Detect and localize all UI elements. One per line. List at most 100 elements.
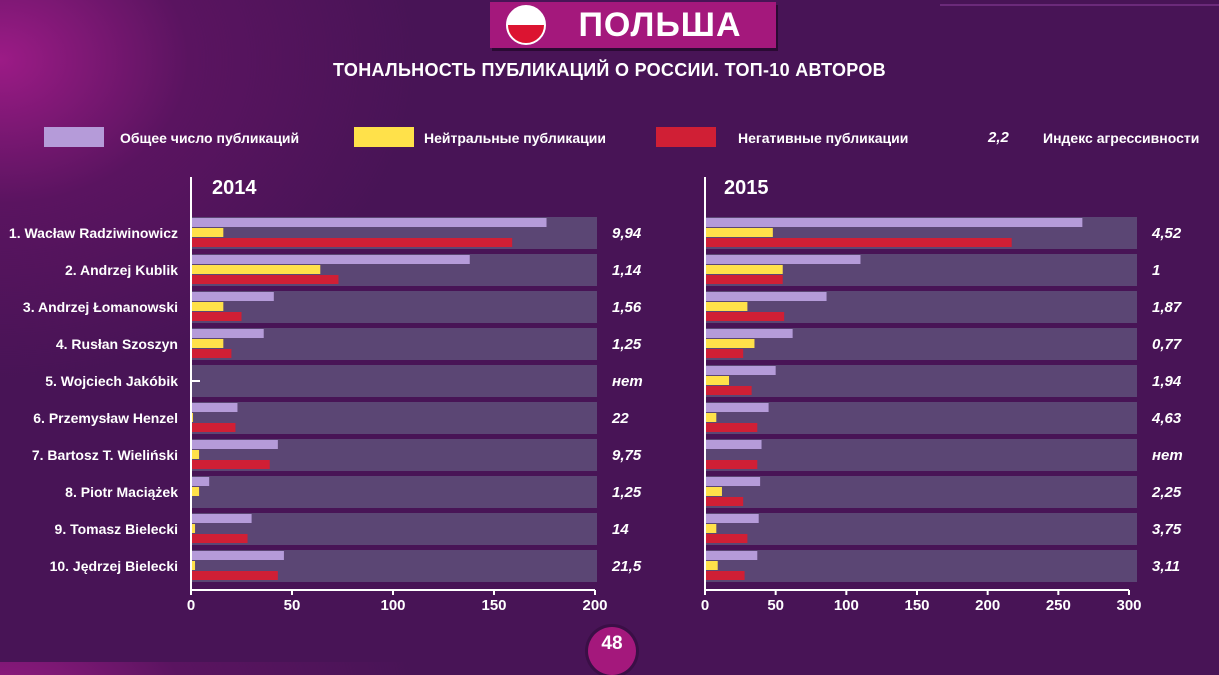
chart-2015-bar-total [705, 218, 1083, 227]
chart-2014-x-tick-label: 50 [284, 597, 301, 614]
chart-2015-bar-negative [705, 534, 748, 543]
chart-2015-row-track [705, 402, 1137, 434]
legend-label-negative: Негативные публикации [738, 130, 909, 146]
chart-2014-row-track [191, 365, 597, 397]
chart-2015-bar-total [705, 440, 762, 449]
chart-2014-title: 2014 [212, 177, 257, 199]
chart-2014-index-label: 9,75 [612, 447, 642, 464]
page-number: 48 [601, 633, 623, 654]
chart-2014-bar-total [191, 440, 278, 449]
chart-2014-bar-total [191, 551, 284, 560]
chart-2015-bar-neutral [705, 561, 718, 570]
chart-2015-index-label: 2,25 [1151, 484, 1182, 501]
chart-2014-bar-neutral [191, 228, 224, 237]
chart-2014-index-label: 21,5 [611, 558, 642, 575]
chart-2014-bar-total [191, 218, 547, 227]
chart-2015-bar-total [705, 514, 759, 523]
chart-2014-row-track [191, 402, 597, 434]
chart-2014-index-label: 1,56 [612, 299, 642, 316]
chart-2014-bar-negative [191, 349, 232, 358]
chart-2014-category-label: 7. Bartosz T. Wieliński [32, 447, 178, 463]
chart-2015-bar-negative [705, 497, 744, 506]
chart-2014-category-label: 10. Jędrzej Bielecki [50, 558, 178, 574]
chart-2015-bar-neutral [705, 339, 755, 348]
chart-2014-bar-neutral [191, 413, 194, 422]
chart-2015-bar-total [705, 551, 758, 560]
chart-2014-bar-neutral [191, 265, 321, 274]
chart-2015-index-label: нет [1152, 447, 1183, 464]
chart-2014-bar-negative [191, 571, 278, 580]
page-title: ПОЛЬША [578, 6, 742, 44]
chart-2014-index-label: 14 [612, 521, 629, 538]
chart-2014-index-label: 1,25 [612, 336, 642, 353]
chart-2014-category-label: 5. Wojciech Jakóbik [45, 373, 178, 389]
chart-2015-x-tick-label: 200 [975, 597, 1000, 614]
chart-2015-bar-total [705, 477, 761, 486]
chart-2015-x-tick-label: 250 [1046, 597, 1071, 614]
chart-2014-bar-negative [191, 423, 236, 432]
chart-2015-bar-total [705, 366, 776, 375]
chart-2015-bar-negative [705, 349, 744, 358]
chart-2015-bar-neutral [705, 413, 717, 422]
chart-2015-bar-neutral [705, 376, 730, 385]
chart-2015-bar-total [705, 255, 861, 264]
chart-2014-category-label: 4. Rusłan Szoszyn [56, 336, 178, 352]
chart-2015-index-label: 1,94 [1152, 373, 1182, 390]
chart-2014-x-tick-label: 200 [582, 597, 607, 614]
legend-index-sample: 2,2 [988, 129, 1009, 146]
chart-2015-bar-negative [705, 423, 758, 432]
chart-2015-index-label: 4,52 [1151, 225, 1182, 242]
chart-2014-x-tick-label: 150 [481, 597, 506, 614]
chart-2015-bar-total [705, 403, 769, 412]
chart-2015-x-tick-label: 50 [767, 597, 784, 614]
chart-2015-bar-neutral [705, 228, 773, 237]
chart-2014-bar-neutral [191, 339, 224, 348]
chart-2014-category-label: 8. Piotr Maciążek [65, 484, 178, 500]
chart-2015-bar-negative [705, 312, 785, 321]
chart-2014-category-label: 1. Wacław Radziwinowicz [9, 225, 178, 241]
chart-2015-x-tick-label: 150 [904, 597, 929, 614]
chart-2014-bar-zero-marker [191, 380, 200, 382]
chart-2015-index-label: 3,11 [1152, 558, 1180, 575]
chart-2015-index-label: 3,75 [1152, 521, 1182, 538]
chart-2014-bar-neutral [191, 302, 224, 311]
chart-2015-x-tick-label: 300 [1116, 597, 1141, 614]
chart-2015-bar-total [705, 292, 827, 301]
legend-label-index: Индекс агрессивности [1043, 130, 1200, 146]
poland-flag-icon [506, 5, 546, 45]
chart-2015-bar-negative [705, 238, 1012, 247]
chart-2014-index-label: нет [612, 373, 643, 390]
chart-2015-bar-neutral [705, 265, 783, 274]
chart-2014-category-label: 9. Tomasz Bielecki [55, 521, 178, 537]
chart-2015-index-label: 1 [1152, 262, 1160, 279]
legend-swatch-negative [656, 127, 716, 147]
chart-2014-x-tick-label: 100 [380, 597, 405, 614]
corner-decoration-line [940, 4, 1219, 6]
chart-2014-bar-neutral [191, 450, 200, 459]
chart-2015-index-label: 1,87 [1152, 299, 1182, 316]
chart-2014-index-label: 1,14 [612, 262, 642, 279]
chart-2014-index-label: 9,94 [612, 225, 642, 242]
chart-2014-bar-total [191, 329, 264, 338]
chart-2014-category-label: 3. Andrzej Łomanowski [23, 299, 178, 315]
legend-label-neutral: Нейтральные публикации [424, 130, 606, 146]
chart-2014-bar-neutral [191, 524, 196, 533]
legend-swatch-total [44, 127, 104, 147]
chart-2015-index-label: 0,77 [1152, 336, 1182, 353]
chart-2014-bar-total [191, 403, 238, 412]
chart-2015-bar-neutral [705, 487, 722, 496]
chart-2015-index-label: 4,63 [1151, 410, 1182, 427]
chart-2014-bar-total [191, 255, 470, 264]
chart-2015-x-tick-label: 100 [834, 597, 859, 614]
chart-2015-bar-neutral [705, 302, 748, 311]
chart-2014-bar-total [191, 514, 252, 523]
chart-2015-row-track [705, 365, 1137, 397]
chart-2014-bar-negative [191, 312, 242, 321]
chart-2015-row-track [705, 439, 1137, 471]
legend-swatch-neutral [354, 127, 414, 147]
chart-2015-row-track [705, 476, 1137, 508]
chart-2014-bar-neutral [191, 561, 196, 570]
chart-2014-row-track [191, 513, 597, 545]
chart-2014-bar-neutral [191, 487, 200, 496]
